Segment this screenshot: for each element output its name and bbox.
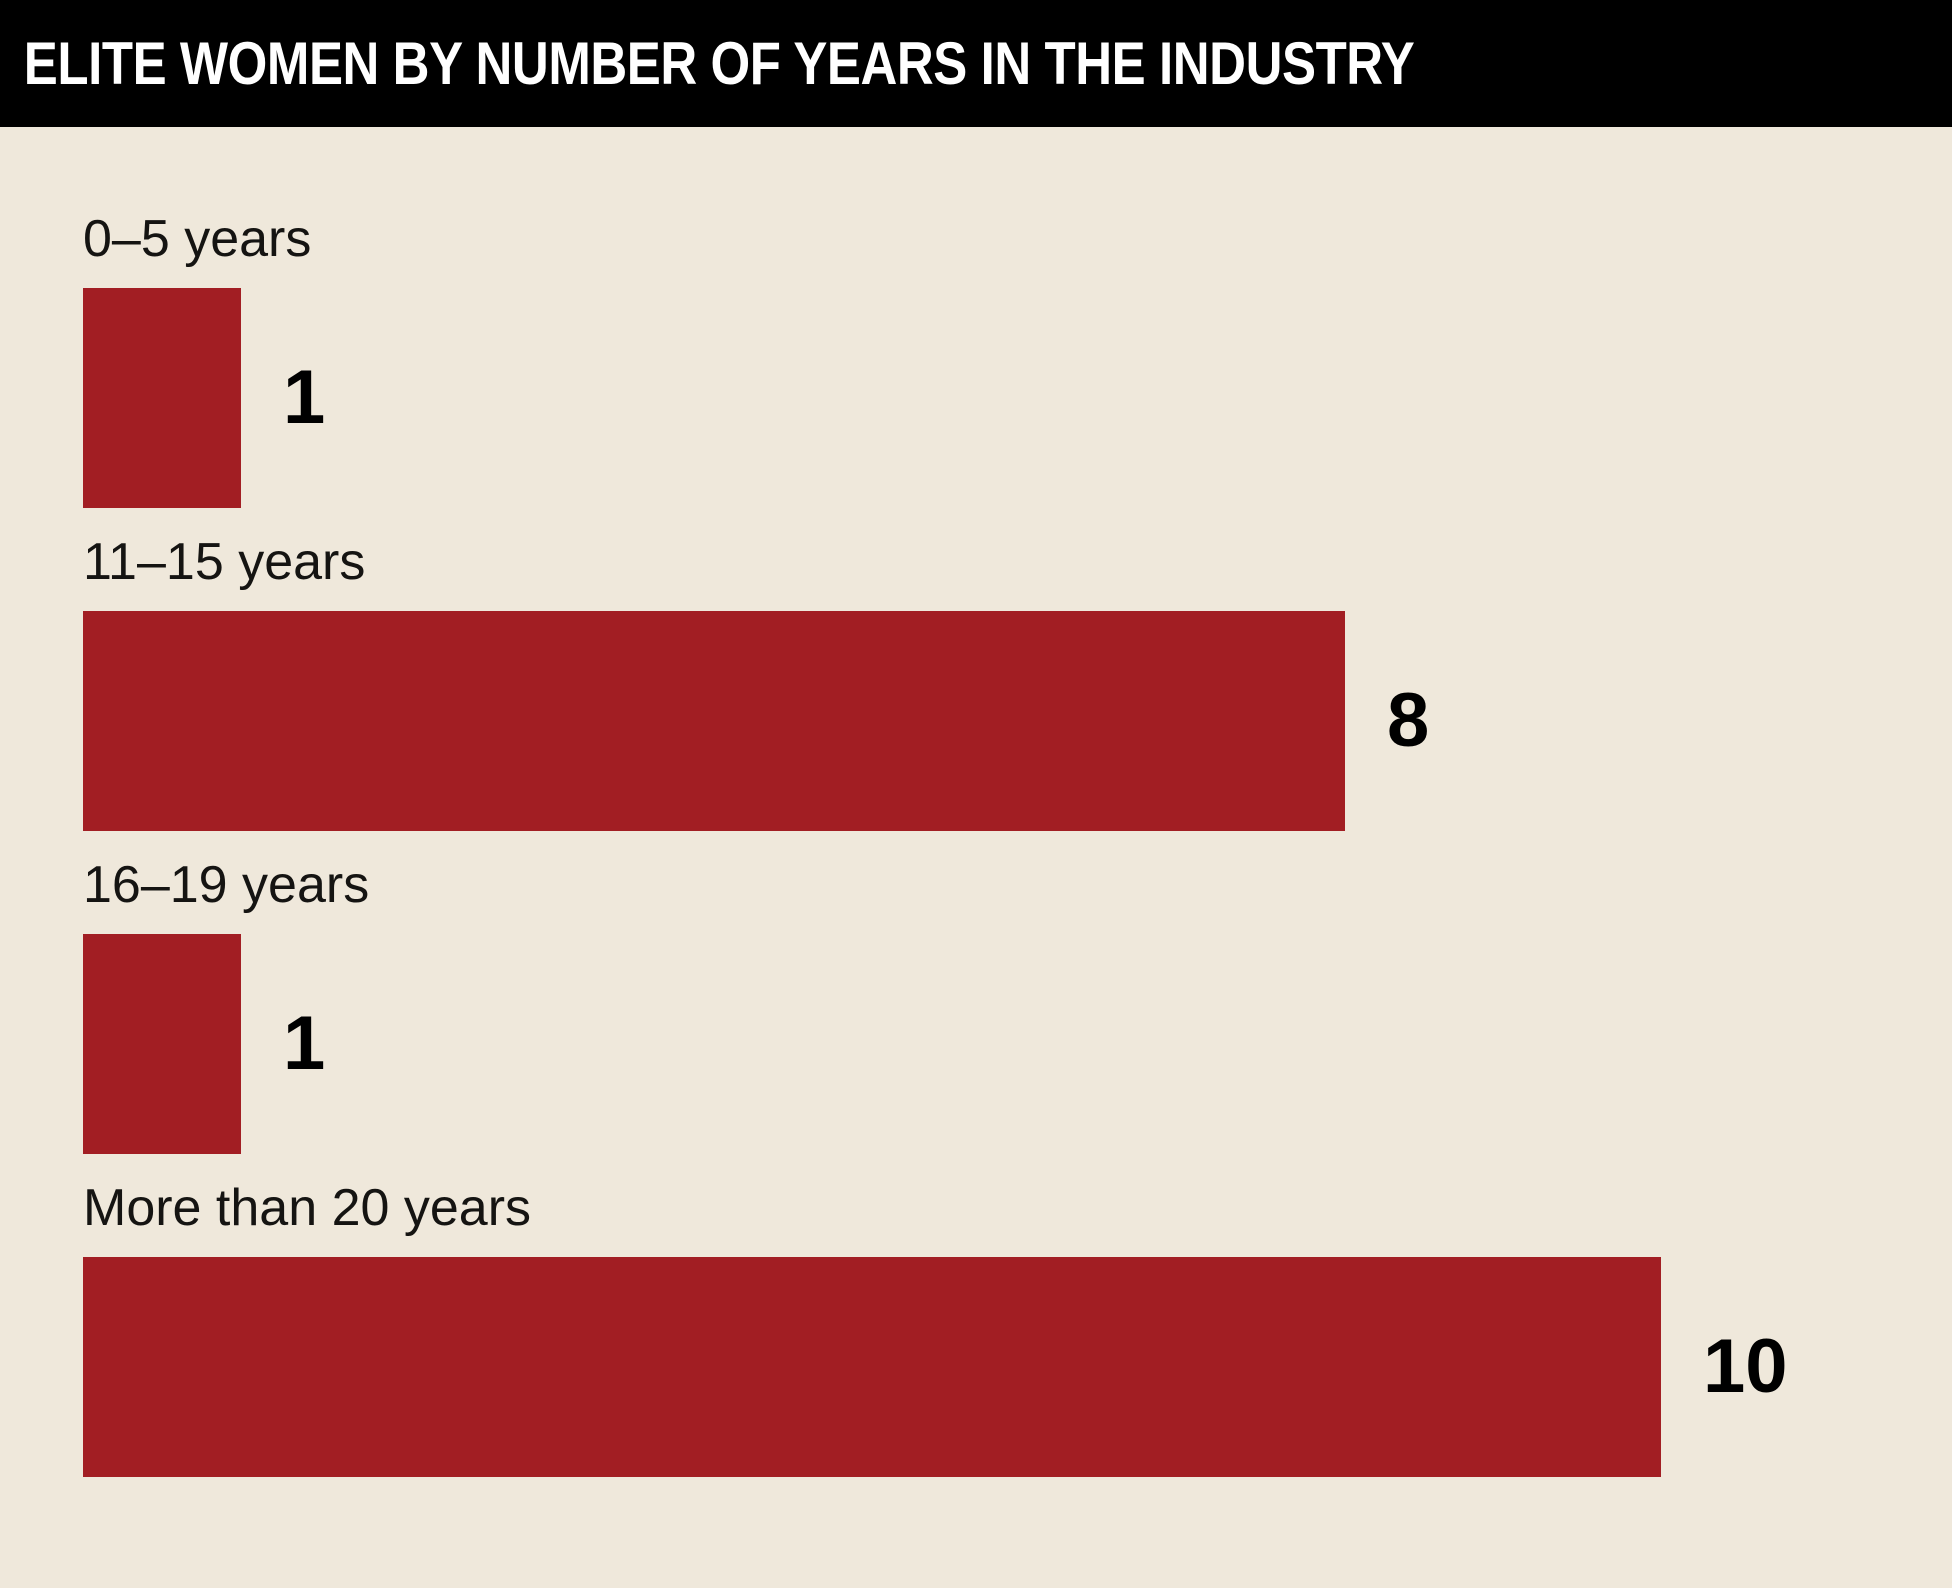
bar [83, 288, 241, 508]
bar [83, 1257, 1661, 1477]
bar-chart: 0–5 years 1 11–15 years 8 16–19 years 1 … [0, 211, 1952, 1477]
category-label: More than 20 years [83, 1179, 532, 1237]
bar-line: 8 [83, 611, 1952, 831]
bar-row: 11–15 years 8 [83, 534, 1952, 831]
bar-line: 1 [83, 934, 1952, 1154]
bar-line: 10 [83, 1257, 1952, 1477]
chart-header: ELITE WOMEN BY NUMBER OF YEARS IN THE IN… [0, 0, 1952, 127]
chart-title: ELITE WOMEN BY NUMBER OF YEARS IN THE IN… [23, 30, 1415, 97]
value-label: 8 [1387, 678, 1430, 763]
value-label: 10 [1703, 1324, 1788, 1409]
category-label: 11–15 years [83, 533, 366, 591]
bar [83, 611, 1345, 831]
bar [83, 934, 241, 1154]
category-label: 0–5 years [83, 210, 312, 268]
category-label: 16–19 years [83, 856, 370, 914]
bar-row: More than 20 years 10 [83, 1180, 1952, 1477]
bar-line: 1 [83, 288, 1952, 508]
bar-row: 0–5 years 1 [83, 211, 1952, 508]
value-label: 1 [283, 355, 326, 440]
bar-row: 16–19 years 1 [83, 857, 1952, 1154]
value-label: 1 [283, 1001, 326, 1086]
